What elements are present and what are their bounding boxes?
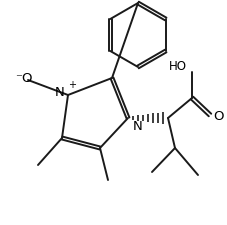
Text: N: N <box>55 86 65 99</box>
Text: N: N <box>133 119 142 133</box>
Text: ⁻O: ⁻O <box>15 72 33 85</box>
Text: HO: HO <box>168 61 186 74</box>
Text: O: O <box>213 110 223 124</box>
Text: +: + <box>68 80 76 90</box>
